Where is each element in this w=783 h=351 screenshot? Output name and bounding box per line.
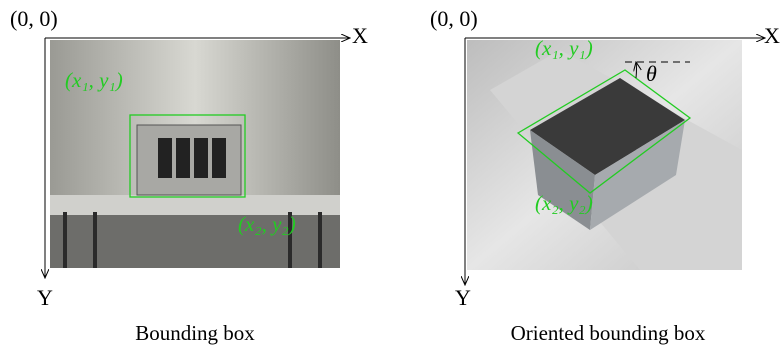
- caption: Bounding box: [135, 321, 255, 345]
- origin-label: (0, 0): [430, 6, 478, 31]
- corner1-label: (x₁, y₁): [535, 36, 593, 60]
- angle-arc: [636, 62, 637, 78]
- x-axis-label: X: [352, 23, 368, 48]
- diagram: (0, 0) X Y (x₁, y₁) (x₂, y₂) Bounding bo…: [0, 0, 783, 351]
- origin-label: (0, 0): [10, 6, 58, 31]
- corner2-label: (x₂, y₂): [238, 212, 296, 236]
- y-axis-label: Y: [455, 285, 471, 310]
- panel-right: (0, 0) X Y (x₁, y₁) (x₂, y₂) θ Oriented …: [430, 6, 780, 345]
- corner2-label: (x₂, y₂): [535, 191, 593, 215]
- panel-left: (0, 0) X Y (x₁, y₁) (x₂, y₂) Bounding bo…: [10, 6, 368, 345]
- page: (0, 0) X Y (x₁, y₁) (x₂, y₂) Bounding bo…: [0, 0, 783, 351]
- corner1-label: (x₁, y₁): [65, 68, 123, 92]
- x-axis-label: X: [764, 23, 780, 48]
- caption: Oriented bounding box: [511, 321, 706, 345]
- angle-label: θ: [646, 61, 657, 86]
- y-axis-label: Y: [37, 285, 53, 310]
